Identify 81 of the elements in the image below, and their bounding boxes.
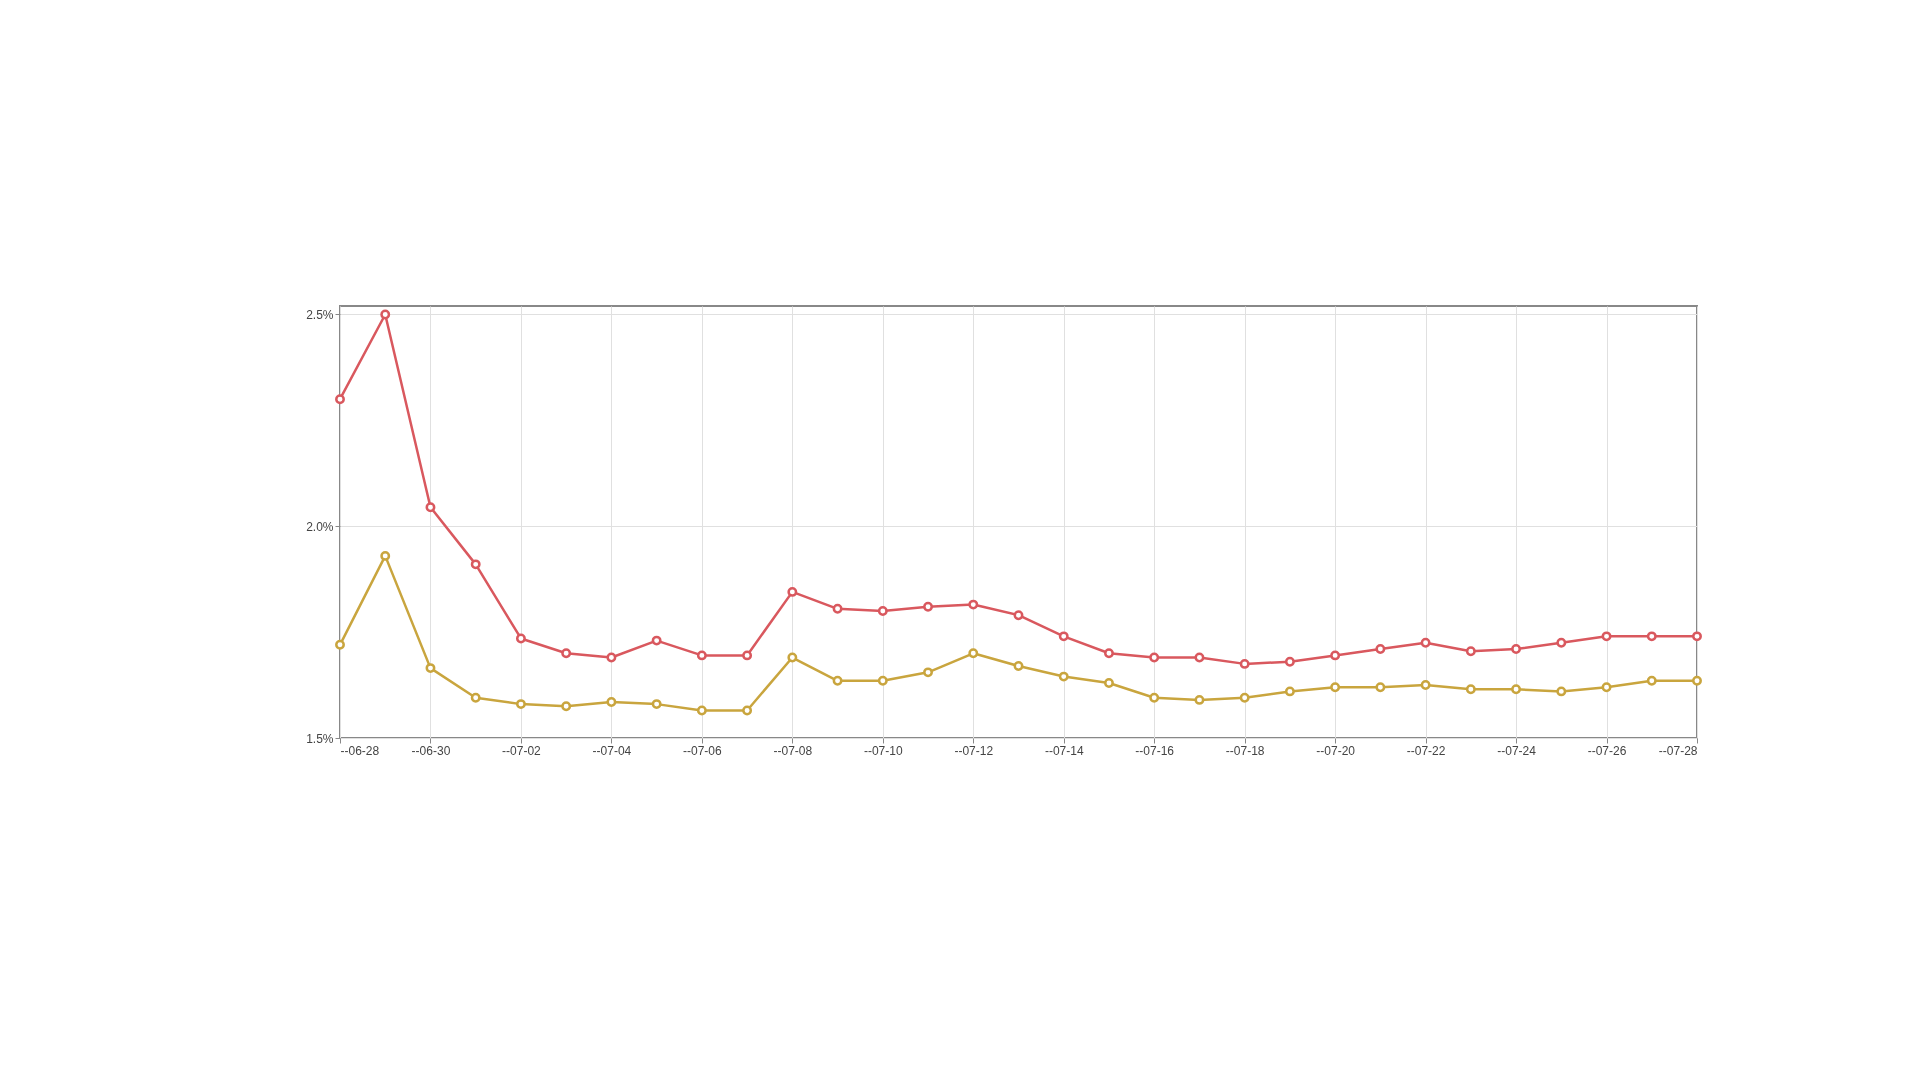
point <box>968 648 979 659</box>
point <box>1104 677 1114 688</box>
point <box>1330 650 1341 661</box>
point <box>1013 610 1024 621</box>
x-tick-label: --07-08 <box>773 743 813 758</box>
x-tick-label: --07-16 <box>1135 743 1175 758</box>
y-tick-label: 2.0% <box>306 519 334 534</box>
point <box>651 699 662 710</box>
point <box>1330 682 1341 693</box>
x-tick-label: --07-22 <box>1406 743 1446 758</box>
point <box>696 705 707 716</box>
point <box>1284 686 1295 697</box>
point <box>877 605 888 616</box>
point <box>335 639 345 650</box>
point <box>1058 671 1069 682</box>
point <box>1375 644 1386 655</box>
point <box>1239 658 1250 669</box>
x-tick-label: --07-26 <box>1587 743 1627 758</box>
point <box>1692 675 1702 686</box>
point <box>923 667 933 678</box>
point <box>515 633 526 644</box>
point <box>1104 648 1114 659</box>
point <box>1646 675 1657 686</box>
point <box>335 394 345 405</box>
point <box>877 675 888 686</box>
x-tick-label: --07-18 <box>1225 743 1265 758</box>
point <box>380 309 391 320</box>
point <box>1511 644 1522 655</box>
point <box>1601 631 1612 642</box>
point <box>787 586 798 597</box>
point <box>1465 646 1476 657</box>
point <box>832 675 843 686</box>
point <box>606 697 617 707</box>
point <box>742 650 753 661</box>
y-tick-label: 1.5% <box>306 731 334 746</box>
x-tick-label: --07-06 <box>683 743 723 758</box>
x-tick-label: --07-04 <box>592 743 632 758</box>
point <box>425 663 436 674</box>
point <box>696 650 707 661</box>
point <box>1375 682 1386 693</box>
point <box>832 603 843 614</box>
x-tick-label: --06-28 <box>340 743 380 758</box>
point <box>1646 631 1657 642</box>
x-tick-label: --07-12 <box>954 743 994 758</box>
point <box>561 701 572 712</box>
point <box>1465 684 1476 695</box>
point <box>1239 692 1250 703</box>
x-tick-label: --07-14 <box>1044 743 1084 758</box>
x-tick-label: --07-28 <box>1658 743 1698 758</box>
point <box>968 599 979 610</box>
point <box>923 601 933 612</box>
point <box>1601 682 1612 693</box>
x-tick-label: --07-20 <box>1316 743 1356 758</box>
point <box>787 652 798 663</box>
y-tick-label: 2.5% <box>306 307 334 322</box>
point <box>1556 686 1567 697</box>
point <box>1194 694 1205 705</box>
point <box>1692 631 1702 642</box>
point <box>380 550 391 561</box>
point <box>1420 680 1431 691</box>
x-tick-label: --06-30 <box>411 743 451 758</box>
point <box>561 648 572 659</box>
point <box>1194 652 1205 663</box>
point <box>515 699 526 710</box>
point <box>1058 631 1069 642</box>
x-tick-label: --07-24 <box>1497 743 1537 758</box>
point <box>1149 652 1160 663</box>
point <box>1556 637 1567 648</box>
point <box>606 652 617 663</box>
point <box>651 635 662 646</box>
x-tick-label: --07-10 <box>863 743 903 758</box>
point <box>1149 692 1160 703</box>
point <box>1420 637 1431 648</box>
x-tick-label: --07-02 <box>502 743 542 758</box>
point <box>1284 656 1295 667</box>
point <box>470 692 481 703</box>
point <box>1013 661 1024 671</box>
point <box>425 502 436 513</box>
point <box>742 705 753 716</box>
point <box>1511 684 1522 695</box>
point <box>470 559 481 570</box>
